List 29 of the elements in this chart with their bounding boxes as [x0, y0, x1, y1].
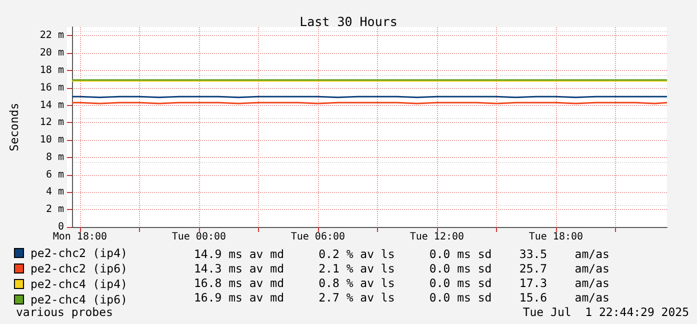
text: 16.8 ms av md 0.8 % av ls 0.0 ms sd 17.3 am/as [194, 276, 610, 290]
y-tick-label: 8 m [46, 152, 64, 163]
text: 14.9 ms av md 0.2 % av ls 0.0 ms sd 33.5 am/as [194, 247, 610, 261]
x-tick-label: Mon 18:00 [52, 232, 108, 242]
text: 16.9 ms av md 2.7 % av ls 0.0 ms sd 15.6 am/as [194, 290, 610, 304]
x-tick-label: Tue 12:00 [410, 232, 464, 242]
x-tick-label: Tue 06:00 [290, 232, 346, 242]
y-tick-label: 16 m [40, 82, 64, 94]
x-tick-label: Tue 00:00 [172, 232, 226, 242]
y-tick-label: 18 m [40, 64, 64, 76]
text: various probes [16, 305, 113, 319]
y-tick-label: 14 m [40, 100, 64, 111]
text: Tue Jul 1 22:44:29 2025 [522, 305, 690, 319]
legend-label: pe2-chc2 (ip6) [30, 262, 128, 276]
y-tick-label: 12 m [40, 117, 64, 128]
text: 14.3 ms av md 2.1 % av ls 0.0 ms sd 25.7 am/as [194, 262, 610, 276]
chart-title: Last 30 Hours [300, 14, 398, 29]
y-tick-label: 2 m [46, 204, 64, 216]
y-tick-label: 10 m [40, 134, 64, 146]
y-tick-label: 20 m [40, 48, 64, 59]
legend-label: pe2-chc4 (ip4) [30, 277, 128, 291]
y-tick-label: 0 [58, 222, 64, 232]
y-axis-title: Seconds [7, 102, 21, 152]
y-tick-label: 4 m [46, 186, 64, 198]
y-tick-label: 22 m [40, 30, 64, 42]
y-tick-label: 6 m [46, 169, 64, 180]
legend-label: pe2-chc4 (ip6) [30, 292, 128, 306]
x-tick-label: Tue 18:00 [528, 232, 584, 242]
legend-label: pe2-chc2 (ip4) [30, 246, 128, 260]
